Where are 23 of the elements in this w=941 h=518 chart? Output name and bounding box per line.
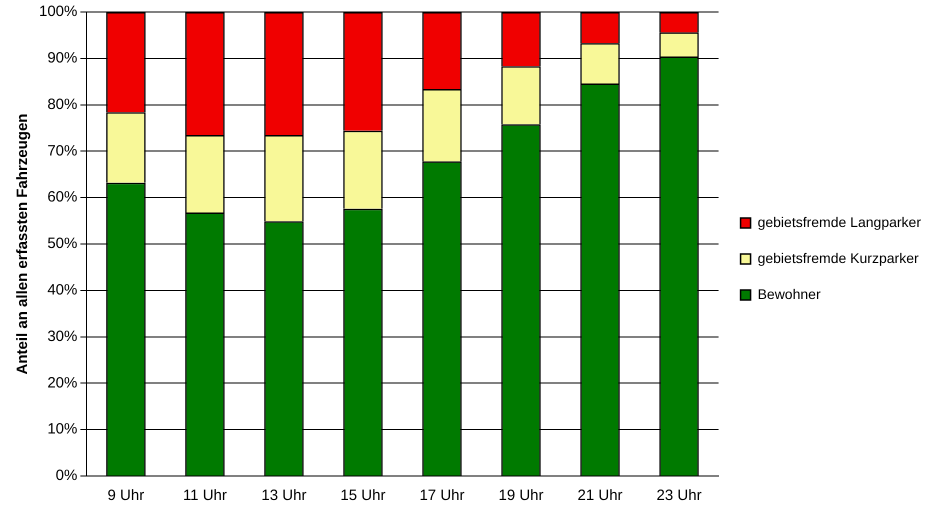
y-tick-label: 70%	[47, 142, 78, 160]
y-tick-label: 40%	[47, 282, 78, 299]
x-tick-label: 9 Uhr	[108, 487, 144, 504]
x-tick-label: 19 Uhr	[498, 487, 544, 504]
y-tick-label: 100%	[38, 3, 78, 20]
x-tick-label: 11 Uhr	[182, 487, 227, 504]
y-tick-label: 90%	[47, 50, 78, 67]
y-tick-label: 0%	[56, 467, 78, 484]
y-tick-label: 10%	[47, 420, 78, 438]
x-tick-label: 15 Uhr	[340, 487, 386, 504]
legend-label: Bewohner	[758, 286, 821, 302]
legend-label: gebietsfremde Langparker	[758, 214, 922, 230]
y-tick-label: 60%	[47, 188, 78, 206]
y-tick-label: 20%	[47, 374, 78, 392]
x-tick-label: 21 Uhr	[578, 487, 623, 504]
x-tick-label: 17 Uhr	[419, 487, 464, 504]
y-axis-title: Anteil an allen erfassten Fahrzeugen	[14, 114, 32, 374]
y-tick-label: 80%	[47, 96, 78, 113]
x-tick-label: 23 Uhr	[656, 487, 702, 504]
y-tick-label: 50%	[47, 235, 78, 252]
y-tick-label: 30%	[47, 328, 78, 345]
x-tick-label: 13 Uhr	[261, 487, 306, 504]
legend-label: gebietsfremde Kurzparker	[758, 250, 919, 266]
